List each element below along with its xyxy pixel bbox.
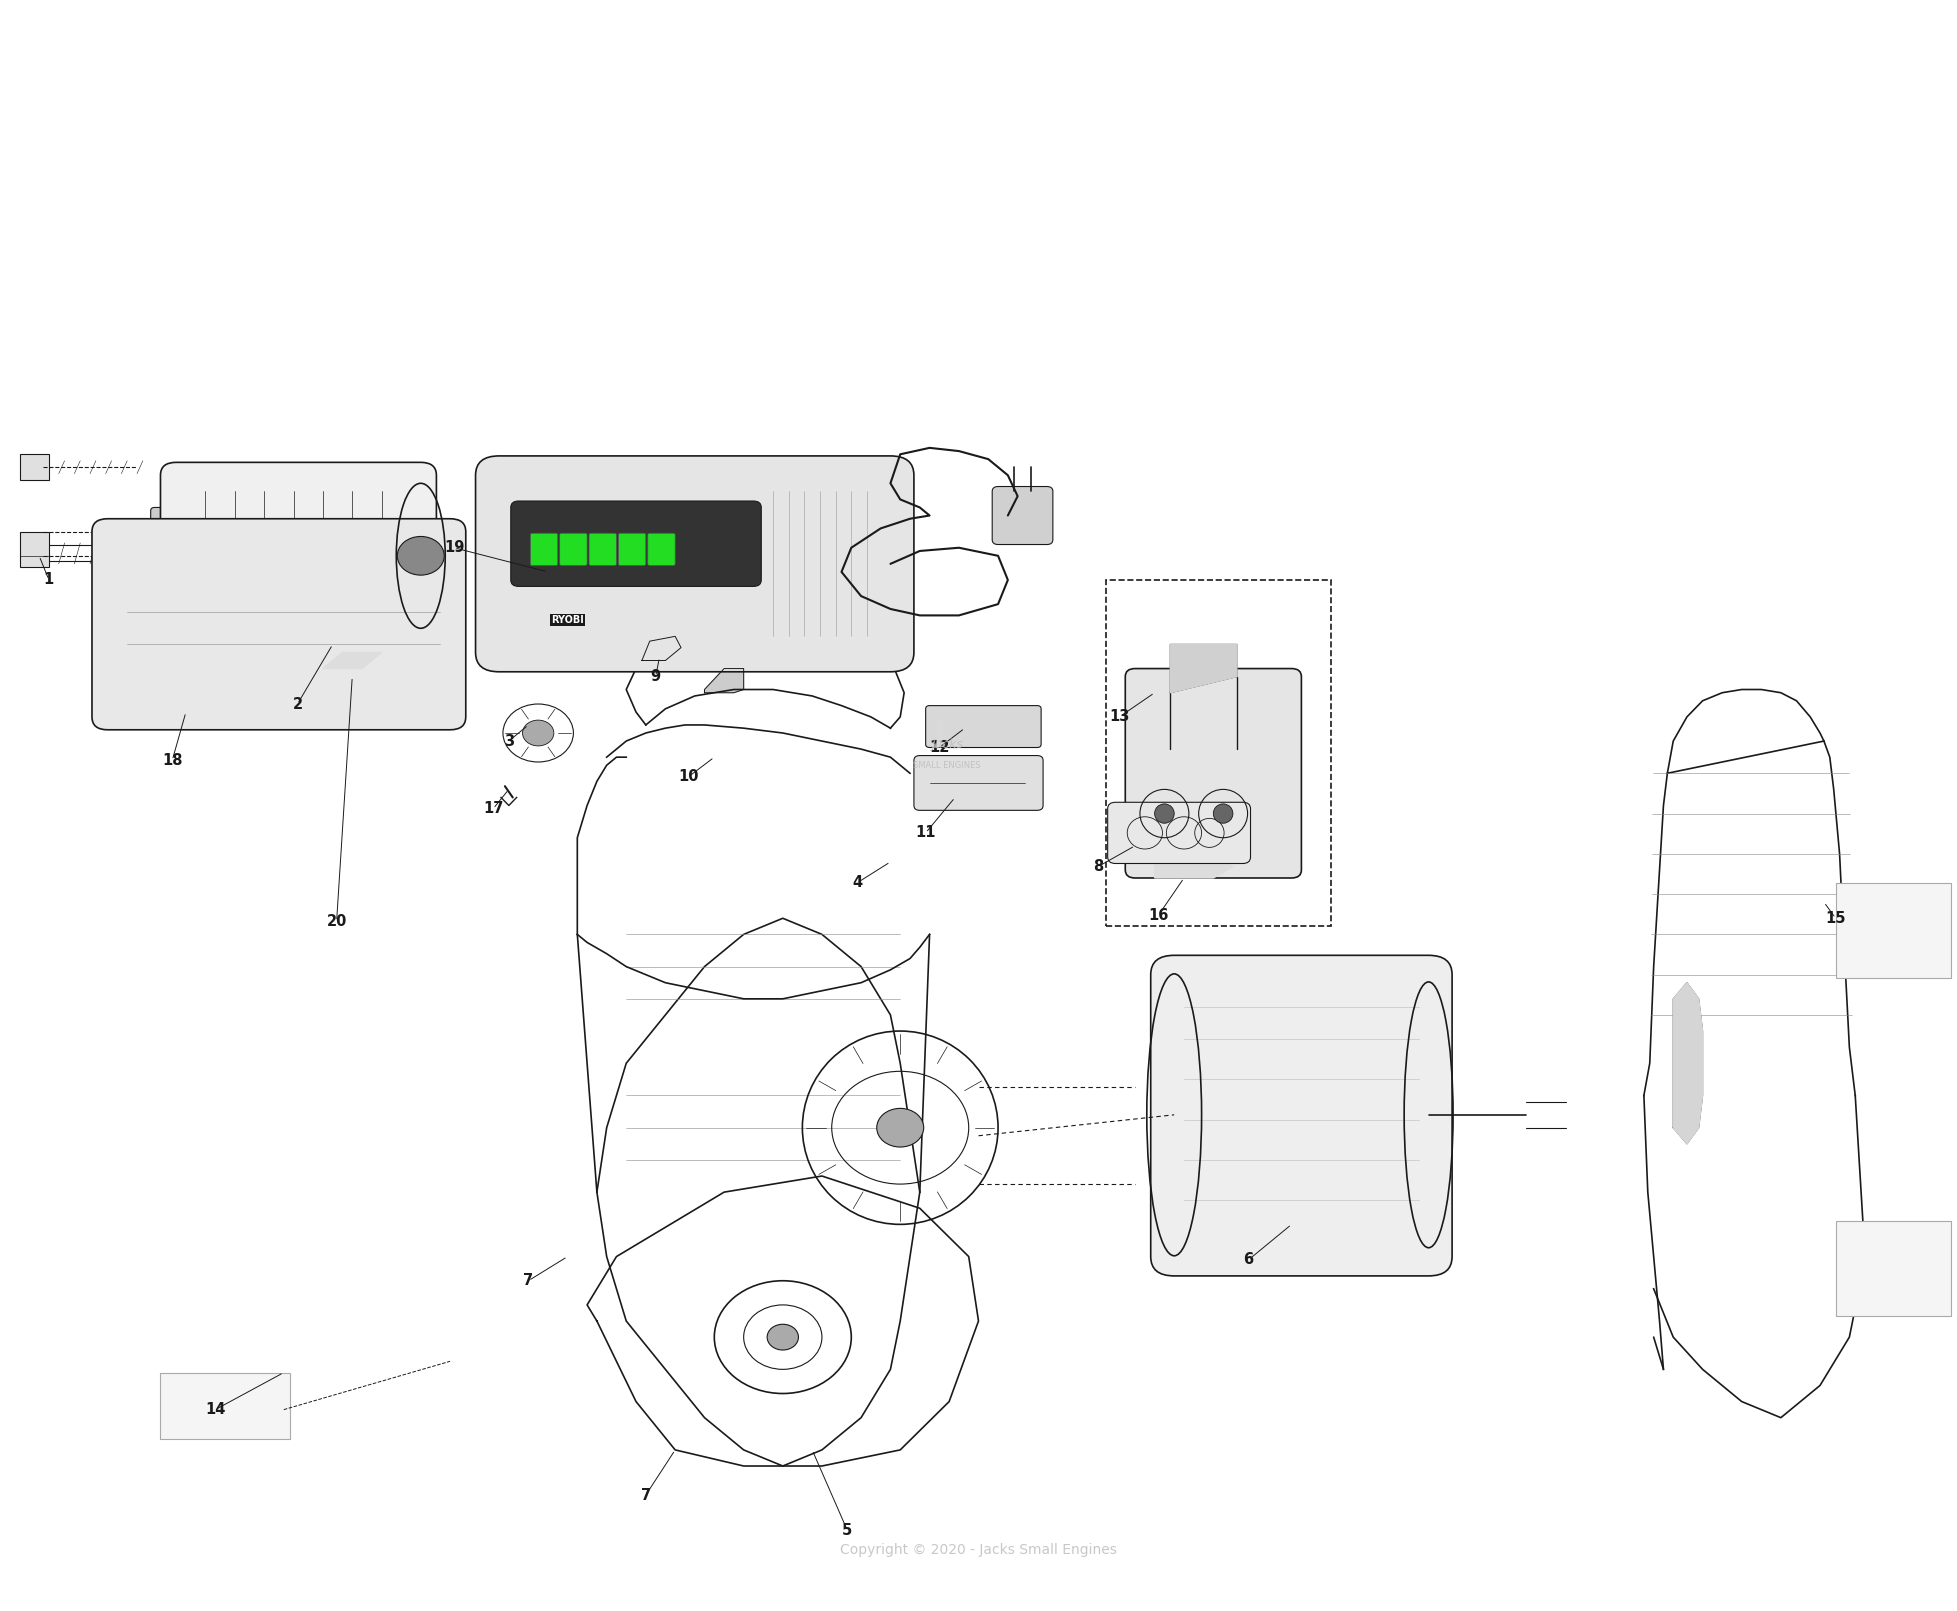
Circle shape [877, 1108, 924, 1147]
FancyBboxPatch shape [20, 532, 49, 567]
Text: 16: 16 [1149, 907, 1168, 923]
Polygon shape [642, 636, 681, 661]
Text: 2: 2 [292, 696, 303, 712]
FancyBboxPatch shape [618, 533, 646, 565]
Polygon shape [1155, 854, 1233, 878]
Text: Jacks: Jacks [932, 738, 963, 751]
Ellipse shape [1213, 804, 1233, 823]
Text: 20: 20 [327, 913, 346, 930]
Polygon shape [1673, 983, 1703, 1144]
FancyBboxPatch shape [648, 533, 675, 565]
Text: 1: 1 [43, 572, 55, 588]
Text: 3: 3 [503, 733, 515, 749]
Circle shape [397, 536, 444, 575]
FancyBboxPatch shape [589, 533, 616, 565]
FancyBboxPatch shape [92, 519, 466, 730]
FancyBboxPatch shape [239, 507, 270, 543]
FancyBboxPatch shape [992, 487, 1053, 545]
Polygon shape [1170, 644, 1237, 693]
Polygon shape [705, 669, 744, 693]
FancyBboxPatch shape [1836, 1221, 1951, 1316]
FancyBboxPatch shape [160, 462, 436, 649]
Bar [1106, 580, 1331, 926]
FancyBboxPatch shape [1125, 669, 1301, 878]
FancyBboxPatch shape [476, 456, 914, 672]
Text: 19: 19 [444, 540, 464, 556]
FancyBboxPatch shape [1151, 955, 1452, 1276]
Text: 12: 12 [930, 739, 949, 756]
Text: Copyright © 2020 - Jacks Small Engines: Copyright © 2020 - Jacks Small Engines [840, 1543, 1117, 1556]
FancyBboxPatch shape [1108, 802, 1251, 863]
FancyBboxPatch shape [180, 507, 211, 543]
FancyBboxPatch shape [511, 501, 761, 586]
Text: 10: 10 [679, 768, 699, 785]
FancyBboxPatch shape [268, 507, 299, 543]
Text: 17: 17 [483, 801, 503, 817]
Polygon shape [323, 652, 382, 669]
FancyBboxPatch shape [209, 507, 241, 543]
Text: 7: 7 [523, 1273, 534, 1289]
Text: 9: 9 [650, 669, 661, 685]
FancyBboxPatch shape [926, 706, 1041, 748]
Ellipse shape [1155, 804, 1174, 823]
Text: 13: 13 [1110, 709, 1129, 725]
FancyBboxPatch shape [1836, 883, 1951, 978]
Text: 6: 6 [1243, 1252, 1254, 1268]
Circle shape [767, 1324, 798, 1350]
FancyBboxPatch shape [530, 533, 558, 565]
Text: 15: 15 [1826, 910, 1845, 926]
Text: 18: 18 [162, 752, 182, 768]
FancyBboxPatch shape [160, 1373, 290, 1439]
Text: 8: 8 [1092, 859, 1104, 875]
Circle shape [523, 720, 554, 746]
Text: SMALL ENGINES: SMALL ENGINES [914, 760, 980, 770]
FancyBboxPatch shape [914, 756, 1043, 810]
FancyBboxPatch shape [20, 454, 49, 480]
FancyBboxPatch shape [327, 507, 358, 543]
FancyBboxPatch shape [151, 507, 182, 543]
Text: J: J [933, 719, 945, 748]
Text: 11: 11 [916, 825, 935, 841]
FancyBboxPatch shape [560, 533, 587, 565]
FancyBboxPatch shape [297, 507, 329, 543]
Text: 5: 5 [842, 1522, 853, 1539]
Text: 4: 4 [851, 875, 863, 891]
Text: RYOBI: RYOBI [552, 615, 583, 625]
Text: 7: 7 [640, 1487, 652, 1503]
Text: 14: 14 [205, 1402, 225, 1418]
FancyBboxPatch shape [366, 507, 397, 543]
